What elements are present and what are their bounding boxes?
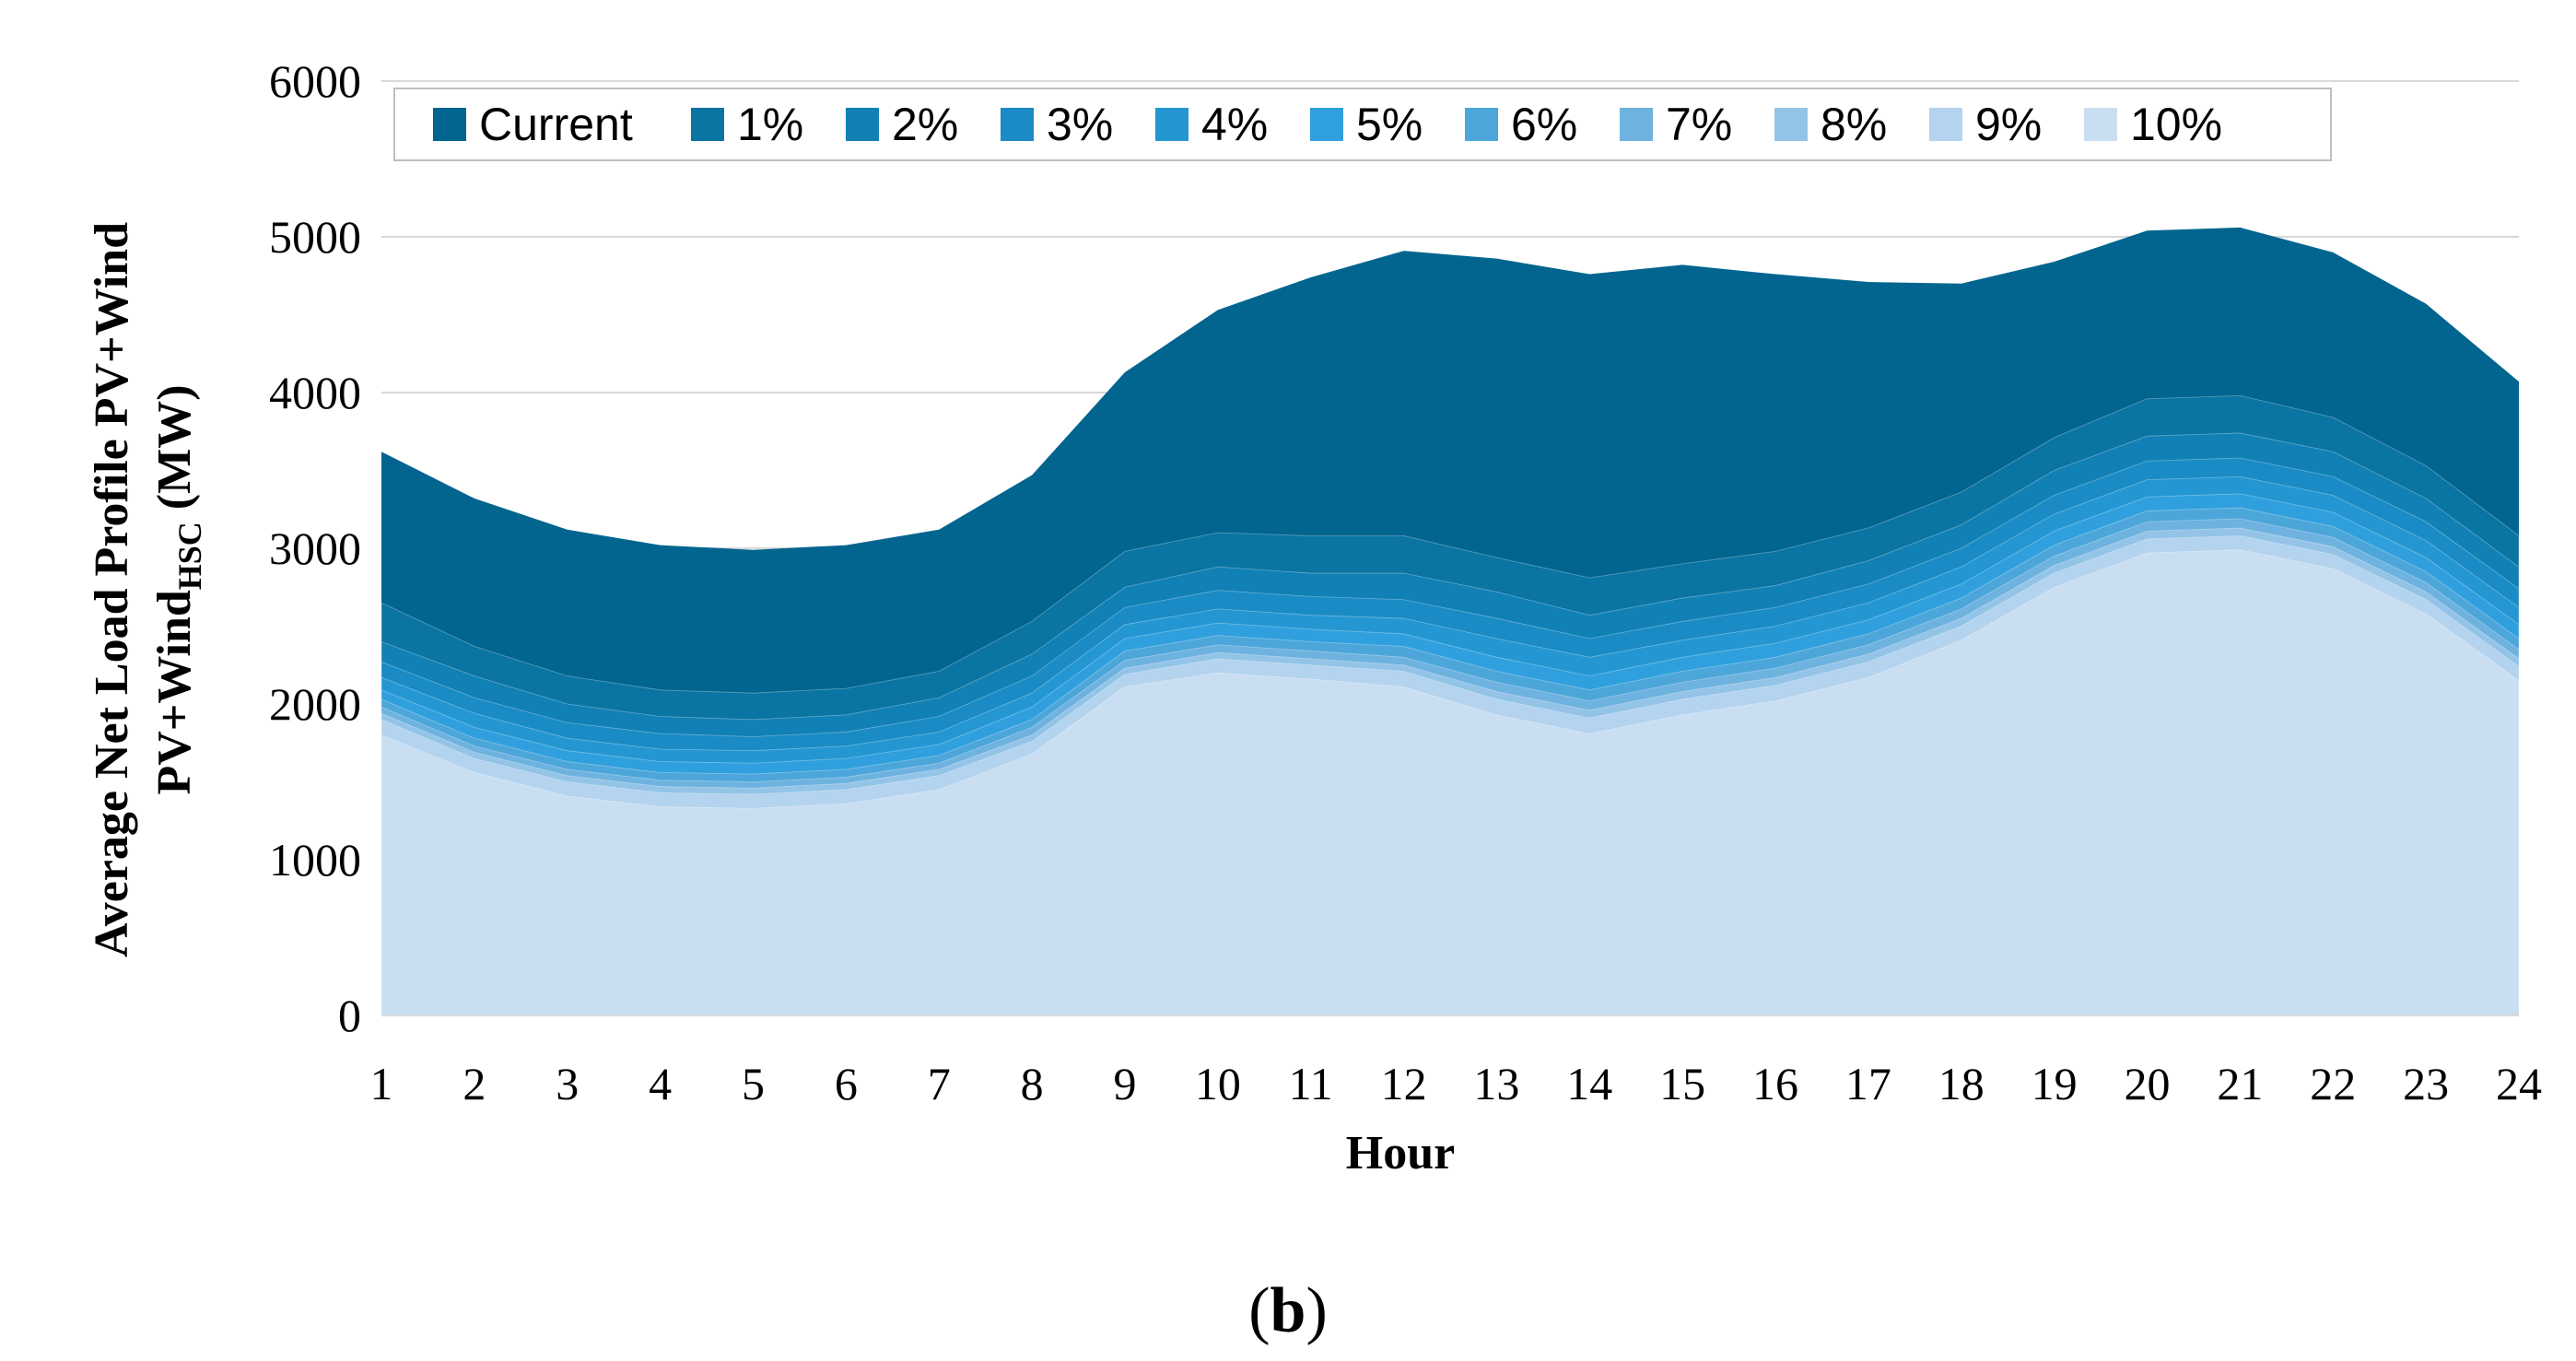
x-tick-label: 13 xyxy=(1473,1058,1519,1109)
legend-label: 7% xyxy=(1666,99,1732,150)
y-tick-label: 1000 xyxy=(269,834,361,886)
legend-label: 9% xyxy=(1975,99,2042,150)
legend-swatch xyxy=(846,108,879,141)
y-axis-title: Average Net Load Profile PV+Wind PV+Wind… xyxy=(86,222,208,957)
y-tick-labels: 0 1000 2000 3000 4000 5000 6000 xyxy=(269,55,361,1041)
legend-label: Current xyxy=(479,99,633,150)
panel-label-close: ) xyxy=(1306,1275,1327,1346)
legend-swatch xyxy=(1620,108,1653,141)
y-axis-title-subscript: HSC xyxy=(171,522,208,590)
x-tick-label: 11 xyxy=(1289,1058,1333,1109)
x-axis-title: Hour xyxy=(1346,1127,1455,1179)
y-tick-label: 0 xyxy=(338,990,361,1041)
x-tick-label: 23 xyxy=(2403,1058,2449,1109)
legend-label: 4% xyxy=(1201,99,1268,150)
y-axis-title-main: PV+Wind xyxy=(148,590,201,794)
x-tick-labels: 1 2 3 4 5 6 7 8 9 10 11 12 13 14 15 16 17 18 19 20 21 22 23 24 xyxy=(370,1058,2543,1109)
legend-item-10pct: 10% xyxy=(2084,99,2222,150)
x-tick-label: 22 xyxy=(2310,1058,2356,1109)
y-tick-label: 4000 xyxy=(269,367,361,418)
legend-item-9pct: 9% xyxy=(1929,99,2042,150)
legend-item-5pct: 5% xyxy=(1310,99,1423,150)
x-tick-label: 17 xyxy=(1845,1058,1891,1109)
area-series xyxy=(381,227,2520,1016)
legend-swatch xyxy=(1001,108,1034,141)
x-tick-label: 16 xyxy=(1752,1058,1798,1109)
x-tick-label: 3 xyxy=(556,1058,579,1109)
legend-swatch xyxy=(1774,108,1808,141)
x-tick-label: 18 xyxy=(1938,1058,1985,1109)
legend-label: 6% xyxy=(1511,99,1577,150)
x-tick-label: 5 xyxy=(742,1058,765,1109)
legend-swatch xyxy=(1155,108,1188,141)
x-tick-label: 7 xyxy=(928,1058,951,1109)
legend-item-8pct: 8% xyxy=(1774,99,1887,150)
legend-label: 3% xyxy=(1047,99,1113,150)
legend: Current 1% 2% 3% 4% 5% 6% 7% 8% 9% 10% xyxy=(393,88,2332,161)
legend-swatch xyxy=(2084,108,2117,141)
legend-item-4pct: 4% xyxy=(1155,99,1268,150)
legend-swatch xyxy=(1929,108,1962,141)
x-tick-label: 6 xyxy=(835,1058,858,1109)
legend-label: 10% xyxy=(2130,99,2222,150)
x-tick-label: 8 xyxy=(1021,1058,1044,1109)
y-tick-label: 2000 xyxy=(269,678,361,730)
legend-swatch xyxy=(433,108,466,141)
legend-swatch xyxy=(1310,108,1343,141)
y-tick-label: 6000 xyxy=(269,55,361,107)
legend-item-1pct: 1% xyxy=(691,99,803,150)
legend-swatch xyxy=(1465,108,1498,141)
x-tick-label: 12 xyxy=(1381,1058,1427,1109)
x-tick-label: 19 xyxy=(2032,1058,2078,1109)
x-tick-label: 9 xyxy=(1113,1058,1136,1109)
legend-swatch xyxy=(691,108,724,141)
y-axis-title-unit: (MW) xyxy=(148,384,201,522)
area-series-10pct xyxy=(381,549,2520,1016)
panel-label-open: ( xyxy=(1248,1275,1270,1346)
y-axis-title-line2: PV+WindHSC (MW) xyxy=(148,384,208,794)
x-tick-label: 20 xyxy=(2125,1058,2171,1109)
legend-label: 2% xyxy=(892,99,958,150)
x-tick-label: 24 xyxy=(2496,1058,2542,1109)
x-tick-label: 10 xyxy=(1195,1058,1241,1109)
x-tick-label: 14 xyxy=(1566,1058,1612,1109)
legend-item-2pct: 2% xyxy=(846,99,958,150)
legend-label: 5% xyxy=(1356,99,1423,150)
legend-item-3pct: 3% xyxy=(1001,99,1113,150)
legend-label: 1% xyxy=(737,99,803,150)
legend-item-current: Current xyxy=(433,99,633,150)
x-tick-label: 21 xyxy=(2217,1058,2263,1109)
x-tick-label: 1 xyxy=(370,1058,393,1109)
panel-label: (b) xyxy=(1248,1275,1328,1346)
x-tick-label: 4 xyxy=(649,1058,672,1109)
legend-label: 8% xyxy=(1821,99,1887,150)
y-axis-title-line1: Average Net Load Profile PV+Wind xyxy=(86,222,138,957)
panel-label-letter: b xyxy=(1270,1275,1306,1346)
x-tick-label: 15 xyxy=(1659,1058,1705,1109)
y-tick-label: 5000 xyxy=(269,211,361,263)
x-tick-label: 2 xyxy=(463,1058,486,1109)
legend-item-6pct: 6% xyxy=(1465,99,1577,150)
y-tick-label: 3000 xyxy=(269,522,361,574)
legend-item-7pct: 7% xyxy=(1620,99,1732,150)
